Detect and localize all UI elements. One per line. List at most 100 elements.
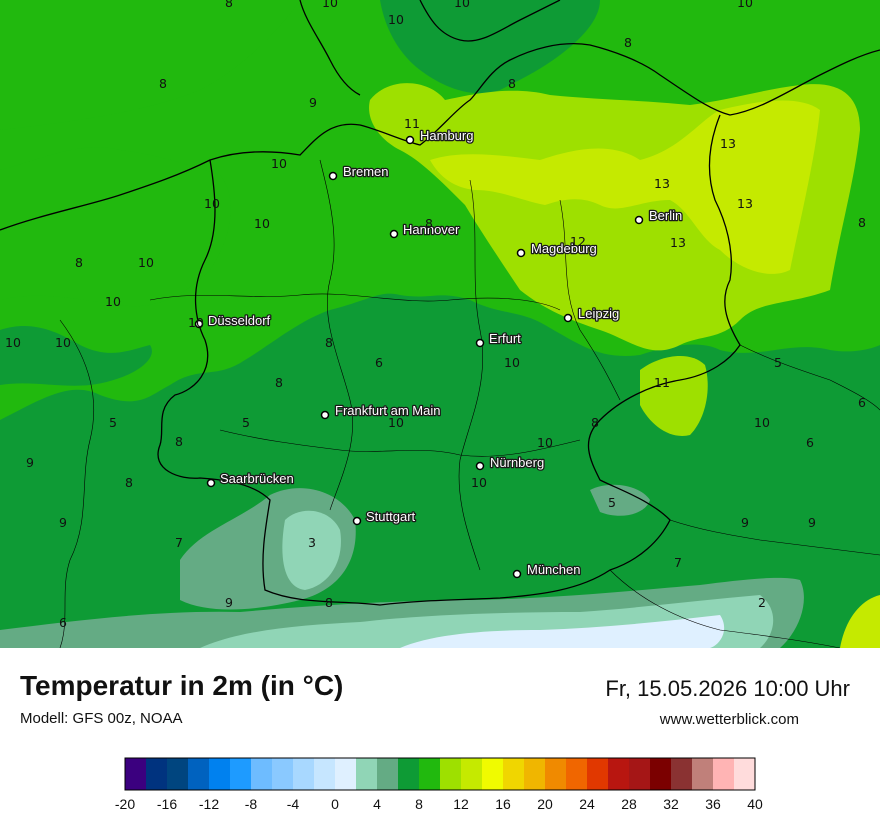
legend-swatch	[293, 758, 315, 790]
isoline-label: 6	[375, 355, 383, 370]
city-hannover[interactable]: Hannover	[389, 221, 461, 238]
legend-swatch	[461, 758, 483, 790]
city-label: Hamburg	[420, 128, 473, 143]
legend-swatch	[629, 758, 651, 790]
isoline-label: 8	[591, 415, 599, 430]
website-link[interactable]: www.wetterblick.com	[659, 711, 799, 728]
isoline-label: 10	[737, 0, 753, 10]
city-nuernberg[interactable]: Nürnberg	[475, 454, 546, 471]
forecast-datetime: Fr, 15.05.2026 10:00 Uhr	[605, 676, 850, 701]
isoline-labels: 8 10 10 8 9 8 11 10 10 10 8 10 8 10 10 1…	[5, 0, 866, 630]
isoline-label: 6	[59, 615, 67, 630]
city-duesseldorf[interactable]: Düsseldorf	[194, 312, 272, 329]
legend-tick-label: 12	[453, 796, 469, 812]
inner-border-8	[669, 519, 880, 556]
city-stuttgart[interactable]: Stuttgart	[352, 508, 417, 525]
city-muenchen[interactable]: München	[512, 561, 582, 578]
coastline	[0, 43, 880, 231]
legend-swatch	[146, 758, 168, 790]
temp-field-10-12-east	[640, 355, 708, 436]
isoline-label: 10	[271, 156, 287, 171]
city-leipzig[interactable]: Leipzig	[563, 305, 621, 322]
isoline-label: 6	[806, 435, 814, 450]
legend-swatch	[356, 758, 378, 790]
temp-field-2-4	[282, 510, 341, 590]
isoline-label: 9	[59, 515, 67, 530]
legend-swatch	[251, 758, 273, 790]
isoline-label: 10	[537, 435, 553, 450]
legend-tick-label: 16	[495, 796, 511, 812]
city-label: Frankfurt am Main	[335, 403, 440, 418]
isoline-label: 10	[55, 335, 71, 350]
isoline-label: 8	[75, 255, 83, 270]
isoline-label: 13	[654, 176, 670, 191]
city-label: Stuttgart	[366, 509, 416, 524]
legend-tick-label: 36	[705, 796, 721, 812]
isoline-label: 10	[105, 294, 121, 309]
legend-tick-label: -16	[157, 796, 177, 812]
legend-swatch	[524, 758, 546, 790]
temp-field-12-14	[430, 100, 820, 274]
legend-tick-label: -20	[115, 796, 135, 812]
city-frankfurt[interactable]: Frankfurt am Main	[320, 402, 442, 419]
cities: Hamburg Bremen Hannover Berlin Magdeburg…	[194, 127, 684, 578]
isoline-label: 10	[504, 355, 520, 370]
isoline-label: 10	[5, 335, 21, 350]
inner-border-9	[609, 569, 841, 648]
isoline-label: 8	[159, 76, 167, 91]
legend-tick-label: 4	[373, 796, 381, 812]
isoline-label: 8	[425, 216, 433, 231]
legend-swatch	[188, 758, 210, 790]
legend-tick-label: 8	[415, 796, 423, 812]
city-berlin[interactable]: Berlin	[634, 207, 684, 224]
legend-swatch	[587, 758, 609, 790]
isoline-label: 11	[404, 116, 420, 131]
legend-swatch	[335, 758, 357, 790]
isoline-label: 10	[254, 216, 270, 231]
legend-swatch	[692, 758, 714, 790]
legend-swatch	[650, 758, 672, 790]
isoline-label: 11	[654, 375, 670, 390]
legend-swatch	[314, 758, 336, 790]
legend-swatch	[545, 758, 567, 790]
legend-swatch	[419, 758, 441, 790]
legend-swatch	[482, 758, 504, 790]
city-erfurt[interactable]: Erfurt	[475, 330, 522, 347]
legend-swatch	[209, 758, 231, 790]
isoline-label: 5	[774, 355, 782, 370]
inner-border-1	[149, 293, 561, 311]
isoline-label: 7	[674, 555, 682, 570]
isoline-label: 9	[741, 515, 749, 530]
legend-swatch	[377, 758, 399, 790]
city-saarbruecken[interactable]: Saarbrücken	[206, 470, 295, 487]
isoline-label: 10	[388, 12, 404, 27]
temp-field-6-8-nw	[0, 325, 152, 386]
legend-swatch	[671, 758, 693, 790]
legend-frame	[124, 757, 756, 791]
inner-border-7	[739, 344, 880, 411]
city-bremen[interactable]: Bremen	[328, 163, 390, 180]
temp-field-sea-nw	[0, 0, 300, 130]
isoline-label: 10	[388, 415, 404, 430]
isoline-label: 10	[322, 0, 338, 10]
isoline-label: 10	[188, 315, 204, 330]
city-hamburg[interactable]: Hamburg	[405, 127, 475, 144]
footer: Temperatur in 2m (in °C) Modell: GFS 00z…	[0, 648, 880, 830]
city-label: Leipzig	[578, 306, 619, 321]
germany-border	[157, 114, 741, 606]
city-magdeburg[interactable]: Magdeburg	[516, 240, 598, 257]
isoline-label: 8	[508, 76, 516, 91]
isoline-label: 7	[175, 535, 183, 550]
map-title: Temperatur in 2m (in °C)	[20, 670, 344, 701]
inner-border-2	[319, 159, 354, 511]
legend-tick-label: 0	[331, 796, 339, 812]
legend-swatch	[398, 758, 420, 790]
legend-tick-label: -4	[287, 796, 300, 812]
isoline-label: 13	[670, 235, 686, 250]
legend-swatch	[734, 758, 756, 790]
inner-border-3	[458, 179, 483, 571]
legend-tick-label: -12	[199, 796, 219, 812]
legend-tick-label: 32	[663, 796, 679, 812]
isoline-label: 8	[325, 595, 333, 610]
isoline-label: 8	[325, 335, 333, 350]
